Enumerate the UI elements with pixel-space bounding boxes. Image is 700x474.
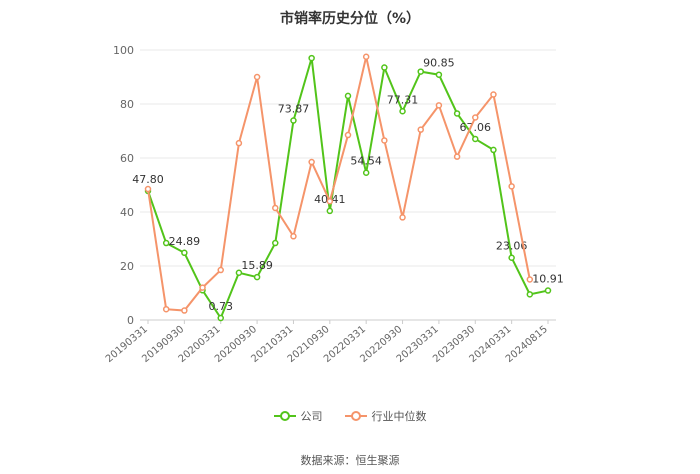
data-point-1	[417, 126, 424, 133]
data-point-0	[544, 287, 552, 294]
data-point-0	[235, 269, 243, 276]
y-tick-label: 100	[113, 44, 134, 57]
data-source: 数据来源：恒生聚源	[300, 454, 400, 467]
data-point-0	[526, 291, 534, 298]
data-point-0	[217, 314, 224, 322]
data-point-1	[235, 139, 243, 147]
data-point-0	[344, 92, 352, 100]
data-point-1	[326, 197, 334, 205]
y-tick-label: 40	[120, 206, 134, 219]
data-point-0	[435, 71, 443, 78]
data-label: 73.87	[278, 103, 310, 116]
data-point-0	[381, 64, 388, 71]
data-point-1	[508, 183, 515, 190]
data-point-1	[453, 153, 461, 160]
data-point-1	[344, 131, 352, 139]
data-point-1	[199, 284, 206, 291]
data-label: 23.06	[496, 240, 528, 253]
y-tick-label: 80	[120, 98, 134, 111]
data-point-0	[399, 108, 406, 115]
data-point-0	[272, 239, 279, 247]
data-point-1	[290, 233, 297, 240]
data-label: 0.73	[208, 300, 233, 313]
data-point-0	[362, 169, 370, 176]
data-point-0	[308, 54, 315, 62]
data-point-1	[308, 158, 315, 166]
data-point-0	[472, 135, 479, 143]
data-point-1	[472, 114, 479, 121]
y-tick-label: 0	[127, 314, 134, 327]
series-line-1	[147, 56, 531, 312]
legend-label-company: 公司	[300, 410, 323, 423]
data-point-1	[381, 137, 388, 144]
data-label: 54.54	[350, 155, 382, 168]
data-label: 24.89	[169, 235, 201, 248]
data-point-0	[253, 273, 261, 281]
data-point-1	[162, 305, 170, 313]
chart-title: 市销率历史分位（%）	[279, 11, 421, 27]
y-tick-label: 20	[120, 260, 134, 273]
data-point-1	[526, 276, 534, 283]
data-label: 15.89	[241, 259, 273, 272]
data-point-1	[253, 73, 261, 81]
data-label: 47.80	[132, 173, 164, 186]
data-point-1	[435, 102, 443, 109]
data-label: 90.85	[423, 57, 455, 70]
legend-swatch-industry	[344, 411, 367, 421]
data-point-0	[490, 146, 497, 154]
data-point-0	[508, 254, 515, 261]
legend-item-company[interactable]: 公司	[273, 408, 323, 424]
data-point-1	[217, 266, 224, 274]
data-point-0	[453, 110, 461, 117]
data-point-0	[162, 239, 170, 247]
y-tick-label: 60	[120, 152, 134, 165]
data-point-1	[490, 91, 497, 98]
legend-label-industry: 行业中位数	[371, 410, 427, 423]
data-label: 67.06	[460, 121, 492, 134]
legend-item-industry[interactable]: 行业中位数	[344, 408, 427, 424]
data-point-1	[399, 214, 406, 221]
data-label: 77.31	[387, 93, 419, 106]
legend: 公司 行业中位数	[0, 408, 700, 424]
data-point-1	[181, 307, 188, 314]
data-point-1	[362, 53, 370, 60]
data-point-0	[326, 207, 334, 215]
legend-swatch-company	[273, 411, 296, 421]
data-point-0	[181, 249, 188, 257]
data-point-0	[417, 68, 424, 75]
data-point-1	[272, 204, 279, 212]
data-label: 10.91	[532, 273, 564, 286]
data-point-0	[290, 117, 297, 124]
data-point-1	[144, 185, 152, 193]
